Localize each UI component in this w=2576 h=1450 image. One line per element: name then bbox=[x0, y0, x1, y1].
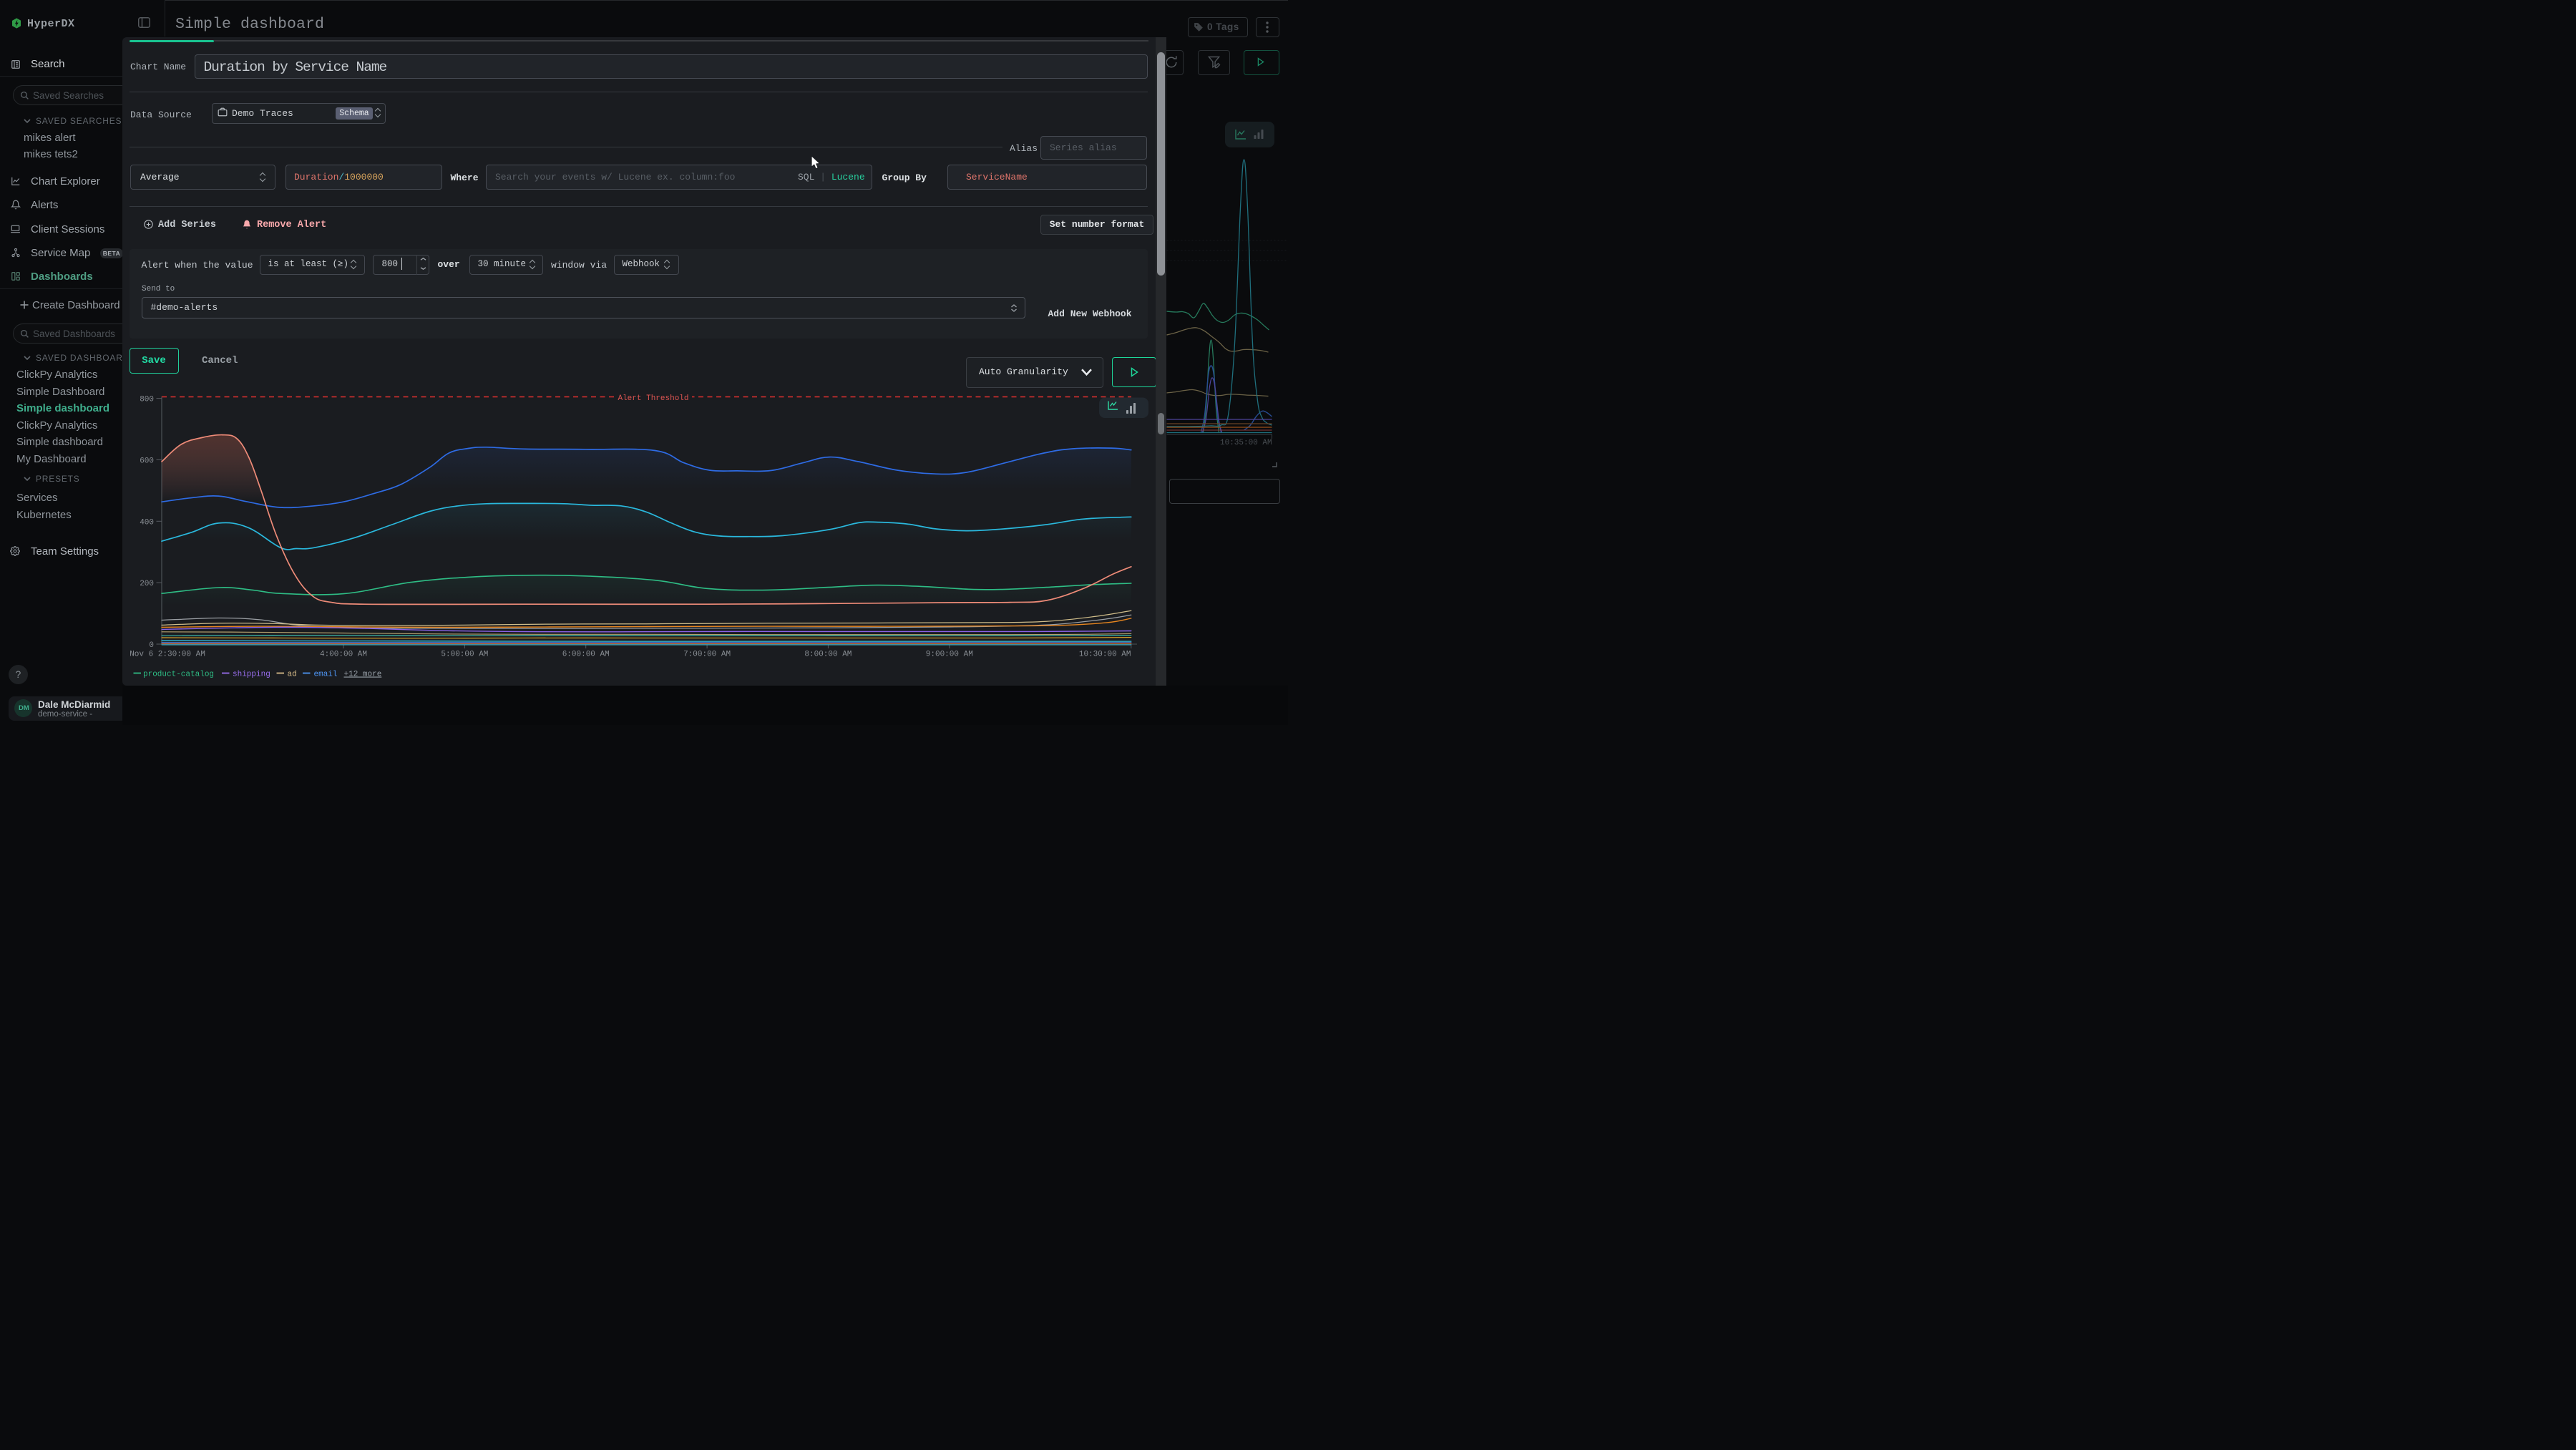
svg-text:7:00:00 AM: 7:00:00 AM bbox=[683, 650, 731, 658]
svg-text:400: 400 bbox=[140, 518, 154, 527]
svg-text:8:00:00 AM: 8:00:00 AM bbox=[804, 650, 852, 658]
svg-text:product-catalog: product-catalog bbox=[143, 670, 214, 678]
svg-text:9:00:00 AM: 9:00:00 AM bbox=[926, 650, 973, 658]
svg-text:Nov 6 2:30:00 AM: Nov 6 2:30:00 AM bbox=[130, 650, 205, 658]
svg-text:10:30:00 AM: 10:30:00 AM bbox=[1079, 650, 1131, 658]
svg-text:4:00:00 AM: 4:00:00 AM bbox=[320, 650, 367, 658]
svg-text:0: 0 bbox=[149, 641, 154, 650]
svg-text:5:00:00 AM: 5:00:00 AM bbox=[441, 650, 488, 658]
svg-text:Alert Threshold: Alert Threshold bbox=[618, 394, 688, 403]
svg-text:800: 800 bbox=[140, 395, 154, 404]
svg-text:ad: ad bbox=[288, 670, 297, 678]
svg-text:+12 more: +12 more bbox=[344, 670, 382, 678]
svg-text:email: email bbox=[314, 670, 338, 678]
svg-text:600: 600 bbox=[140, 457, 154, 465]
svg-text:200: 200 bbox=[140, 580, 154, 588]
svg-text:shipping: shipping bbox=[233, 670, 270, 678]
svg-text:6:00:00 AM: 6:00:00 AM bbox=[562, 650, 610, 658]
